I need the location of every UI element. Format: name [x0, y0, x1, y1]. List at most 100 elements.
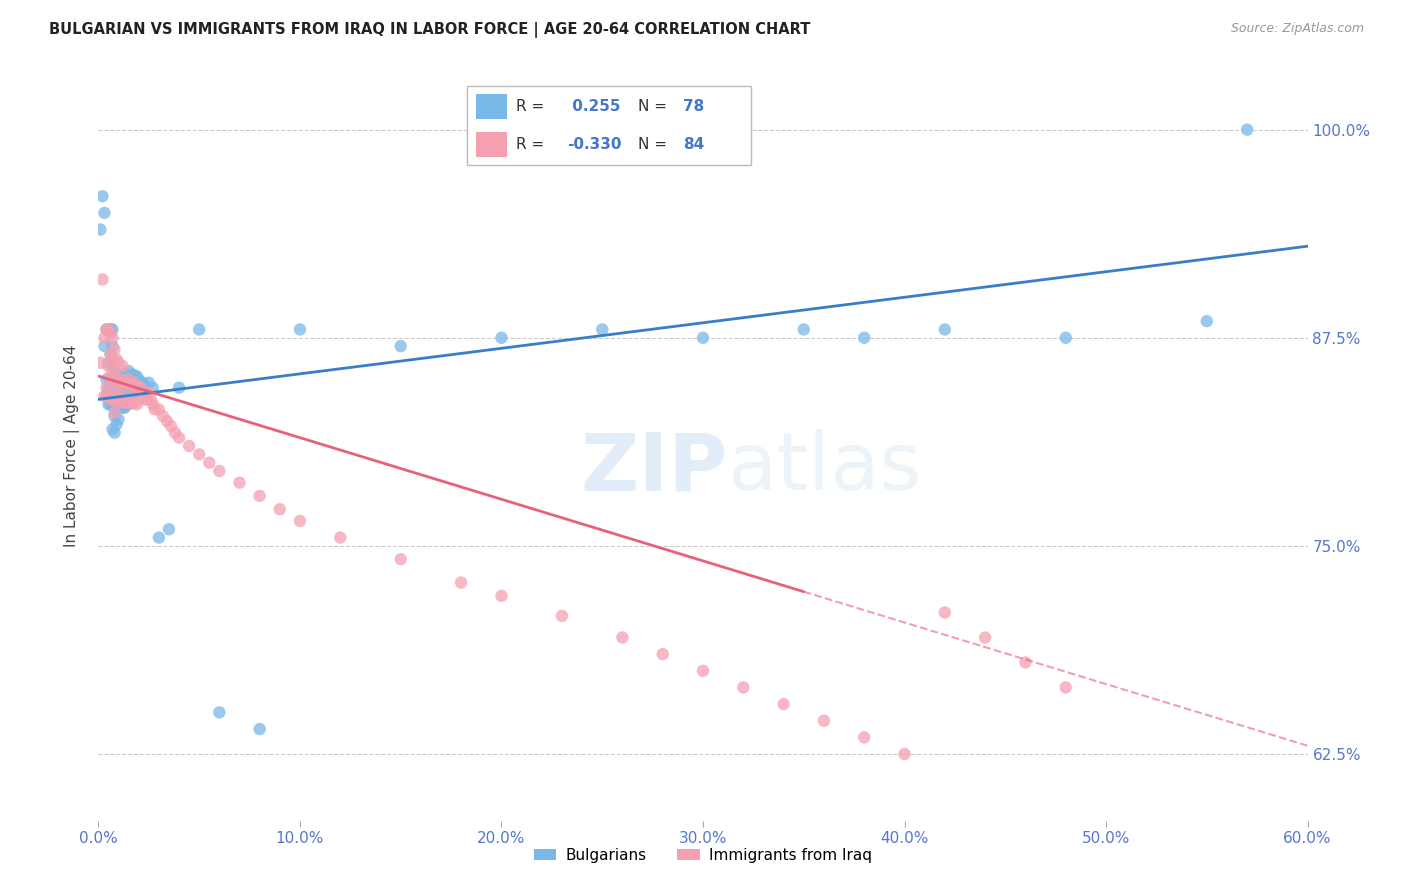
Point [110, 372, 132, 386]
Point [101, 339, 124, 353]
Point [118, 372, 141, 386]
Point [115, 384, 138, 398]
Point [167, 431, 190, 445]
Point [114, 376, 136, 390]
Point [101, 331, 124, 345]
Point [114, 395, 136, 409]
Point [132, 385, 155, 400]
Point [105, 417, 128, 432]
Point [107, 381, 129, 395]
Point [125, 397, 148, 411]
Point [110, 383, 132, 397]
Point [120, 395, 142, 409]
Point [103, 364, 125, 378]
Point [111, 359, 134, 373]
Point [142, 381, 165, 395]
Point [118, 364, 141, 378]
Point [91, 272, 114, 286]
Point [107, 412, 129, 426]
Point [100, 397, 122, 411]
Point [103, 425, 125, 440]
Point [134, 392, 156, 407]
Text: ZIP: ZIP [579, 429, 727, 508]
Point [111, 401, 134, 415]
Point [772, 697, 794, 711]
Point [692, 331, 714, 345]
Point [100, 392, 122, 407]
Point [105, 352, 128, 367]
Point [93, 339, 115, 353]
Point [143, 402, 166, 417]
Point [121, 381, 143, 395]
Point [100, 372, 122, 386]
Point [128, 372, 150, 386]
Point [89, 356, 111, 370]
Point [198, 456, 221, 470]
Point [1236, 122, 1258, 136]
Point [101, 397, 124, 411]
Point [107, 395, 129, 409]
Point [974, 631, 997, 645]
Point [188, 322, 211, 336]
Point [129, 376, 152, 390]
Point [101, 359, 124, 373]
Point [101, 352, 124, 367]
Point [129, 381, 152, 395]
Point [100, 347, 122, 361]
Text: atlas: atlas [727, 429, 921, 508]
Point [115, 395, 138, 409]
Point [491, 331, 513, 345]
Point [124, 395, 146, 409]
Point [120, 385, 142, 400]
Point [100, 369, 122, 384]
Point [97, 359, 120, 373]
Point [160, 419, 183, 434]
Point [934, 322, 956, 336]
Point [105, 384, 128, 398]
Point [491, 589, 513, 603]
Point [103, 364, 125, 378]
Point [115, 376, 138, 390]
Point [125, 381, 148, 395]
Point [96, 322, 118, 336]
Point [100, 347, 122, 361]
Point [167, 381, 190, 395]
Point [93, 206, 115, 220]
Point [103, 392, 125, 407]
Point [124, 385, 146, 400]
Point [103, 343, 125, 357]
Point [101, 322, 124, 336]
Point [110, 369, 132, 384]
Point [103, 406, 125, 420]
Point [105, 372, 128, 386]
Point [132, 376, 155, 390]
Point [135, 392, 157, 407]
Point [138, 376, 160, 390]
Point [124, 376, 146, 390]
Point [1014, 656, 1036, 670]
Point [89, 222, 111, 236]
Point [103, 409, 125, 423]
Point [97, 389, 120, 403]
Point [97, 322, 120, 336]
Point [111, 384, 134, 398]
Point [450, 575, 472, 590]
Point [105, 392, 128, 407]
Point [288, 322, 311, 336]
Point [100, 322, 122, 336]
Point [96, 381, 118, 395]
Point [114, 401, 136, 415]
Point [105, 369, 128, 384]
Point [93, 389, 115, 403]
Point [124, 369, 146, 384]
Point [103, 376, 125, 390]
Point [813, 714, 835, 728]
Point [148, 531, 170, 545]
Point [96, 322, 118, 336]
Point [157, 522, 180, 536]
Y-axis label: In Labor Force | Age 20-64: In Labor Force | Age 20-64 [63, 345, 80, 547]
Point [733, 681, 755, 695]
Point [107, 376, 129, 390]
Point [97, 397, 120, 411]
Point [118, 392, 141, 407]
